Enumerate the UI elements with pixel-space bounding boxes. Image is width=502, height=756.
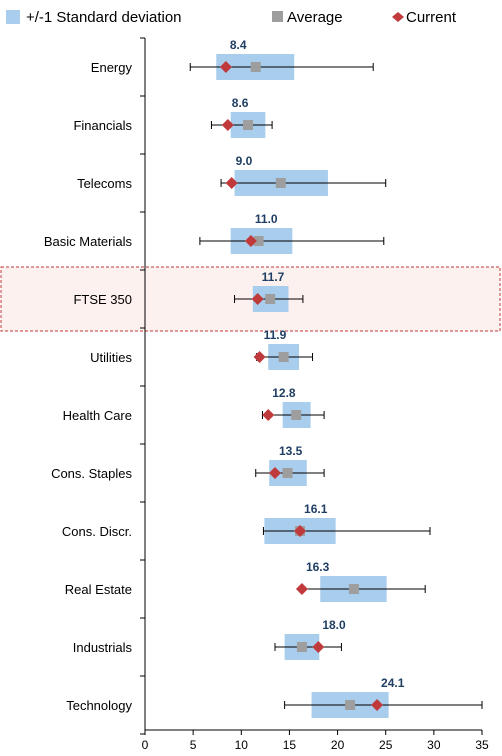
category-label: Telecoms	[77, 176, 132, 191]
legend-current-label: Current	[406, 9, 457, 26]
current-marker	[295, 583, 308, 595]
legend-band-label: +/-1 Standard deviation	[26, 9, 182, 26]
category-row: Cons. Staples 13.5	[51, 444, 325, 486]
x-tick-label: 30	[427, 738, 441, 752]
category-label: Cons. Discr.	[62, 524, 132, 539]
current-value-label: 8.6	[232, 96, 249, 110]
average-marker	[253, 236, 264, 246]
current-marker	[219, 61, 232, 73]
current-marker	[253, 351, 266, 363]
category-label: Health Care	[63, 408, 132, 423]
category-row: Industrials 18.0	[73, 618, 346, 660]
x-tick-label: 10	[235, 738, 249, 752]
category-label: Basic Materials	[44, 234, 133, 249]
category-row: Health Care 12.8	[63, 386, 325, 428]
current-value-label: 18.0	[322, 618, 346, 632]
category-label: Energy	[91, 60, 133, 75]
current-marker	[225, 177, 238, 189]
current-value-label: 8.4	[230, 38, 247, 52]
current-marker	[371, 699, 384, 711]
x-tick-label: 25	[379, 738, 393, 752]
category-label: Industrials	[73, 640, 133, 655]
category-row: Financials 8.6	[73, 96, 273, 138]
category-row: Utilities 11.9	[90, 328, 314, 370]
average-marker	[296, 642, 307, 652]
x-tick-label: 0	[142, 738, 149, 752]
legend-average-swatch	[272, 11, 283, 22]
category-row: Energy 8.4	[91, 38, 374, 80]
average-marker	[265, 294, 276, 304]
current-value-label: 13.5	[279, 444, 303, 458]
current-value-label: 11.9	[264, 328, 287, 342]
current-value-label: 11.0	[255, 212, 278, 226]
category-label: FTSE 350	[73, 292, 132, 307]
category-label: Utilities	[90, 350, 132, 365]
average-marker	[250, 62, 261, 72]
current-value-label: 16.3	[306, 560, 330, 574]
x-tick-label: 15	[283, 738, 297, 752]
average-marker	[243, 120, 254, 130]
current-marker	[268, 467, 281, 479]
chart-legend: +/-1 Standard deviation Average Current	[6, 9, 457, 26]
current-marker	[251, 293, 264, 305]
category-row: Cons. Discr. 16.1	[62, 502, 431, 544]
legend-band-swatch	[6, 10, 20, 24]
current-value-label: 12.8	[272, 386, 296, 400]
category-row: Technology 24.1	[66, 676, 483, 718]
category-row: Basic Materials 11.0	[44, 212, 385, 254]
current-marker	[312, 641, 325, 653]
current-value-label: 24.1	[381, 676, 405, 690]
x-tick-label: 35	[475, 738, 489, 752]
legend-current-swatch	[392, 12, 404, 22]
current-value-label: 16.1	[304, 502, 328, 516]
current-value-label: 11.7	[262, 270, 285, 284]
category-row: Telecoms 9.0	[77, 154, 387, 196]
category-label: Technology	[66, 698, 132, 713]
average-marker	[291, 410, 302, 420]
legend-average-label: Average	[287, 9, 343, 26]
current-marker	[244, 235, 257, 247]
category-label: Financials	[73, 118, 132, 133]
category-label: Real Estate	[65, 582, 132, 597]
current-marker	[221, 119, 234, 131]
average-marker	[348, 584, 359, 594]
current-marker	[262, 409, 275, 421]
current-value-label: 9.0	[236, 154, 253, 168]
current-marker	[294, 525, 307, 537]
category-label: Cons. Staples	[51, 466, 132, 481]
category-row: Real Estate 16.3	[65, 560, 426, 602]
average-marker	[345, 700, 356, 710]
average-marker	[275, 178, 286, 188]
average-marker	[282, 468, 293, 478]
category-row: FTSE 350 11.7	[73, 270, 304, 312]
x-tick-label: 20	[331, 738, 345, 752]
x-tick-label: 5	[190, 738, 197, 752]
average-marker	[278, 352, 289, 362]
